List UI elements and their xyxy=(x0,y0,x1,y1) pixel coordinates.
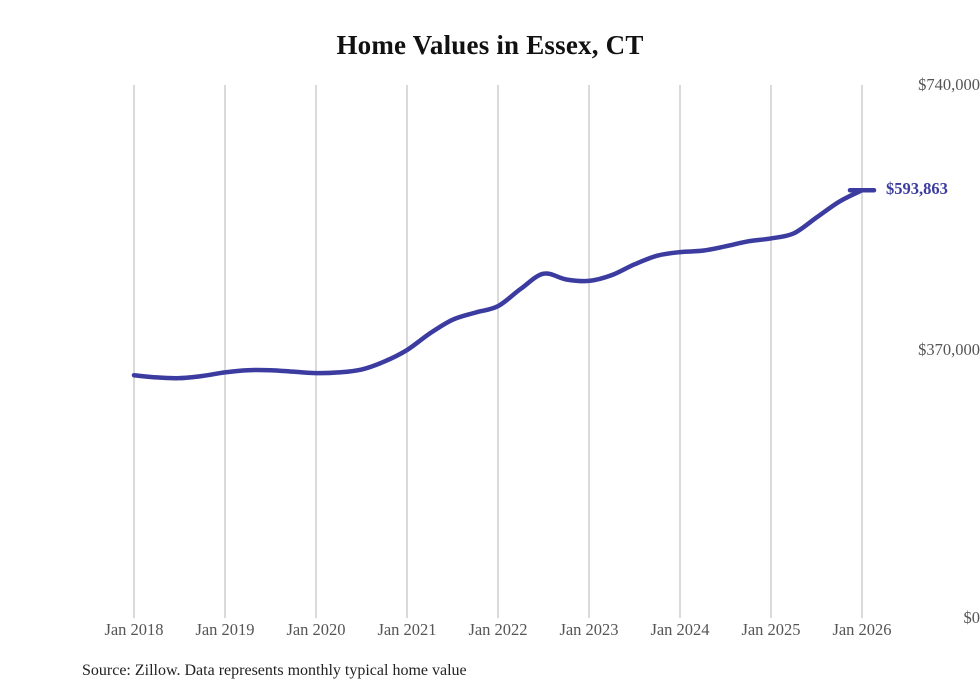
y-axis-tick-label-bottom: $0 xyxy=(963,608,980,627)
x-axis-tick-label-jan-2023: Jan 2023 xyxy=(559,620,619,639)
x-axis-tick-label-jan-2025: Jan 2025 xyxy=(741,620,801,639)
gridlines-group xyxy=(133,85,863,618)
x-axis-tick-label-jan-2021: Jan 2021 xyxy=(377,620,437,639)
chart-title: Home Values in Essex, CT xyxy=(336,30,644,60)
end-value-annotation: $593,863 xyxy=(886,179,948,199)
source-note: Source: Zillow. Data represents monthly … xyxy=(82,662,467,679)
x-axis-tick-label-jan-2022: Jan 2022 xyxy=(468,620,528,639)
y-axis-tick-label-top: $740,000 xyxy=(918,75,980,94)
x-axis-tick-label-jan-2026: Jan 2026 xyxy=(832,620,892,639)
x-axis-tick-label-jan-2020: Jan 2020 xyxy=(286,620,346,639)
x-axis-tick-label-jan-2024: Jan 2024 xyxy=(650,620,710,639)
home-value-line-series xyxy=(131,188,865,381)
x-axis-tick-label-jan-2018: Jan 2018 xyxy=(104,620,164,639)
y-axis-tick-label-middle: $370,000 xyxy=(918,340,980,359)
x-axis-tick-label-jan-2019: Jan 2019 xyxy=(195,620,255,639)
